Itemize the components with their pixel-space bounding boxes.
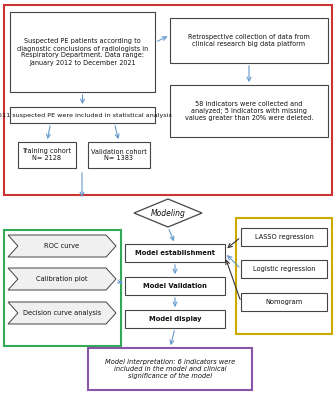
Text: 3511 suspected PE were included in statistical analysis: 3511 suspected PE were included in stati… xyxy=(0,112,171,118)
Text: Retrospective collection of data from
clinical research big data platform: Retrospective collection of data from cl… xyxy=(188,34,310,47)
Text: Calibration plot: Calibration plot xyxy=(36,276,88,282)
Text: Training cohort
N= 2128: Training cohort N= 2128 xyxy=(23,148,72,162)
Text: Suspected PE patients according to
diagnostic conclusions of radiologists in
Res: Suspected PE patients according to diagn… xyxy=(17,38,148,66)
Text: LASSO regression: LASSO regression xyxy=(255,234,313,240)
FancyBboxPatch shape xyxy=(125,277,225,295)
FancyBboxPatch shape xyxy=(241,228,327,246)
FancyBboxPatch shape xyxy=(241,260,327,278)
FancyBboxPatch shape xyxy=(10,12,155,92)
Text: ROC curve: ROC curve xyxy=(44,243,80,249)
Polygon shape xyxy=(134,199,202,227)
Text: Model Validation: Model Validation xyxy=(143,283,207,289)
Polygon shape xyxy=(8,302,116,324)
FancyBboxPatch shape xyxy=(241,293,327,311)
FancyBboxPatch shape xyxy=(125,310,225,328)
Text: Model establishment: Model establishment xyxy=(135,250,215,256)
FancyBboxPatch shape xyxy=(125,244,225,262)
FancyBboxPatch shape xyxy=(170,18,328,63)
Text: 58 indicators were collected and
analyzed; 5 indicators with missing
values grea: 58 indicators were collected and analyze… xyxy=(185,101,313,121)
Text: Model display: Model display xyxy=(149,316,201,322)
FancyBboxPatch shape xyxy=(10,107,155,123)
FancyBboxPatch shape xyxy=(170,85,328,137)
Text: Logistic regression: Logistic regression xyxy=(253,266,315,272)
Text: Decision curve analysis: Decision curve analysis xyxy=(23,310,101,316)
Text: Validation cohort
N= 1383: Validation cohort N= 1383 xyxy=(91,148,147,162)
Text: Nomogram: Nomogram xyxy=(265,299,303,305)
FancyBboxPatch shape xyxy=(88,142,150,168)
FancyBboxPatch shape xyxy=(18,142,76,168)
Polygon shape xyxy=(8,268,116,290)
Text: Model interpretation: 6 indicators were
included in the model and clinical
signi: Model interpretation: 6 indicators were … xyxy=(105,359,235,379)
Text: Modeling: Modeling xyxy=(151,208,185,218)
Polygon shape xyxy=(8,235,116,257)
